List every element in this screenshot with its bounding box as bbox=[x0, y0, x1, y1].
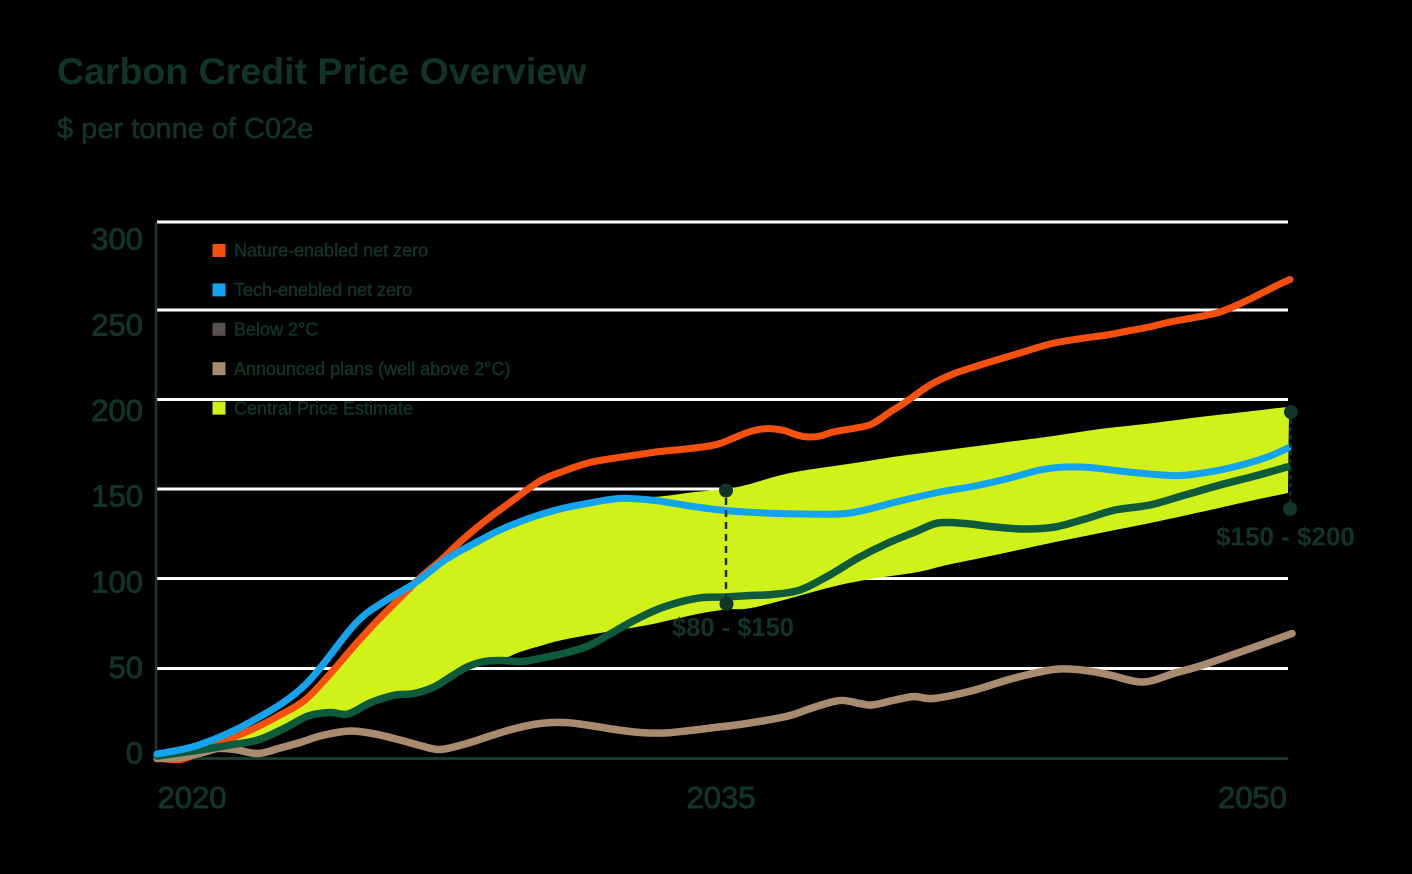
svg-text:Tech-enebled net zero: Tech-enebled net zero bbox=[234, 280, 412, 300]
svg-text:Carbon Credit Price Overview: Carbon Credit Price Overview bbox=[57, 50, 587, 92]
svg-text:300: 300 bbox=[91, 222, 143, 257]
svg-text:150: 150 bbox=[91, 479, 143, 514]
svg-text:$ per tonne of C02e: $ per tonne of C02e bbox=[57, 113, 313, 145]
svg-text:2020: 2020 bbox=[158, 780, 227, 815]
svg-text:2035: 2035 bbox=[687, 780, 756, 815]
svg-text:Announced plans (well above 2°: Announced plans (well above 2°C) bbox=[234, 359, 510, 379]
svg-text:0: 0 bbox=[126, 736, 143, 771]
svg-text:250: 250 bbox=[91, 307, 143, 342]
svg-text:$80 - $150: $80 - $150 bbox=[672, 614, 794, 642]
svg-text:2050: 2050 bbox=[1218, 780, 1287, 815]
svg-text:Nature-enabled net zero: Nature-enabled net zero bbox=[234, 241, 428, 261]
svg-text:$150 - $200: $150 - $200 bbox=[1216, 522, 1355, 552]
svg-text:100: 100 bbox=[91, 564, 143, 599]
svg-text:50: 50 bbox=[109, 650, 143, 685]
svg-text:Below 2°C: Below 2°C bbox=[234, 320, 318, 340]
svg-text:Central Price Estimate: Central Price Estimate bbox=[234, 398, 413, 418]
svg-text:200: 200 bbox=[91, 393, 143, 428]
